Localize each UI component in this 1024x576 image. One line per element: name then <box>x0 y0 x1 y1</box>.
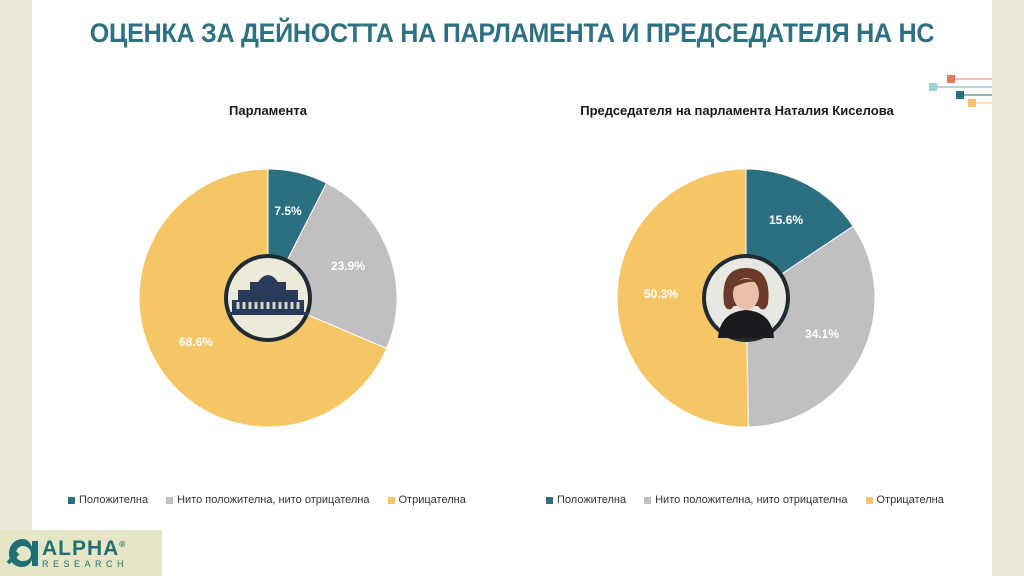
legend-swatch-positive <box>68 496 75 504</box>
legend-item-neutral: Нито положителна, нито отрицателна <box>644 494 848 506</box>
data-label-neutral: 23.9% <box>331 259 365 273</box>
legend-label-negative: Отрицателна <box>876 494 944 506</box>
alpha-logo-icon <box>6 539 38 567</box>
legend-label-negative: Отрицателна <box>398 494 466 506</box>
corner-decoration-icon <box>929 75 992 107</box>
pie-slice-negative <box>616 168 749 428</box>
legend-parliament: Положителна Нито положителна, нито отриц… <box>68 492 484 508</box>
legend-swatch-negative <box>865 496 873 504</box>
legend-item-neutral: Нито положителна, нито отрицателна <box>166 494 370 506</box>
legend-label-positive: Положителна <box>79 494 149 506</box>
alpha-research-logo: ALPHA® RESEARCH <box>0 530 162 576</box>
legend-swatch-positive <box>546 496 553 504</box>
parliament-building-icon <box>228 275 308 315</box>
legend-swatch-negative <box>387 496 395 504</box>
legend-swatch-neutral <box>644 496 652 504</box>
legend-item-negative: Отрицателна <box>865 494 944 506</box>
logo-registered-mark: ® <box>119 539 127 549</box>
legend-label-positive: Положителна <box>557 494 627 506</box>
data-label-negative: 50.3% <box>644 287 678 301</box>
data-label-positive: 7.5% <box>274 204 302 218</box>
logo-sub: RESEARCH <box>42 558 129 569</box>
pie-slice-neutral <box>745 225 876 428</box>
legend-item-positive: Положителна <box>546 494 626 506</box>
page-title: ОЦЕНКА ЗА ДЕЙНОСТТА НА ПАРЛАМЕНТА И ПРЕД… <box>89 18 935 48</box>
logo-name: ALPHA® <box>42 538 128 559</box>
legend-swatch-neutral <box>166 496 174 504</box>
data-label-positive: 15.6% <box>769 213 803 227</box>
data-label-negative: 68.6% <box>179 335 213 349</box>
data-label-neutral: 34.1% <box>805 327 839 341</box>
chart-title-parliament: Парламента <box>229 103 307 118</box>
chart-title-chairperson: Председателя на парламента Наталия Кисел… <box>580 103 894 118</box>
logo-name-text: ALPHA <box>42 536 120 560</box>
legend-label-neutral: Нито положителна, нито отрицателна <box>177 494 370 506</box>
legend-label-neutral: Нито положителна, нито отрицателна <box>655 494 848 506</box>
legend-item-positive: Положителна <box>68 494 148 506</box>
legend-chairperson: Положителна Нито положителна, нито отриц… <box>546 492 962 508</box>
portrait-icon <box>718 268 774 338</box>
legend-item-negative: Отрицателна <box>387 494 466 506</box>
